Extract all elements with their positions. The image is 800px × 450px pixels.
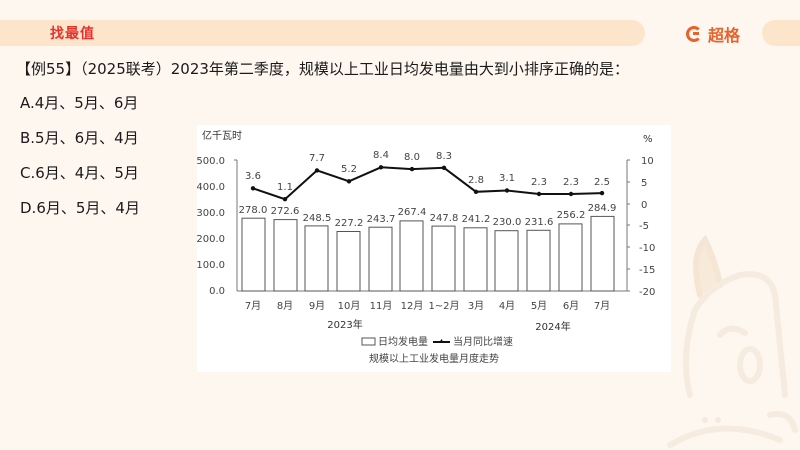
svg-text:227.2: 227.2 [335, 218, 364, 229]
svg-text:241.2: 241.2 [462, 214, 491, 225]
answer-options: A.4月、5月、6月 B.5月、6月、4月 C.6月、4月、5月 D.6月、5月… [20, 92, 140, 232]
g-circle-logo-icon [686, 26, 702, 42]
svg-text:300.0: 300.0 [197, 208, 225, 219]
legend-bar-label: 日均发电量 [378, 335, 428, 348]
bar [304, 225, 329, 292]
svg-text:230.0: 230.0 [493, 217, 522, 228]
line-value-labels: 3.6 1.1 7.7 5.2 8.4 8.0 8.3 2.8 3.1 2.3 … [245, 150, 610, 193]
svg-text:10: 10 [641, 156, 654, 167]
legend: 日均发电量 当月同比增速 [361, 335, 513, 348]
svg-text:0: 0 [641, 200, 647, 211]
svg-text:272.6: 272.6 [271, 206, 300, 217]
svg-text:2.3: 2.3 [531, 177, 547, 188]
svg-text:231.6: 231.6 [525, 217, 554, 228]
svg-text:5月: 5月 [531, 300, 547, 312]
svg-text:4月: 4月 [499, 300, 515, 312]
svg-text:100.0: 100.0 [197, 260, 225, 271]
bar [494, 230, 519, 292]
svg-text:256.2: 256.2 [557, 210, 586, 221]
svg-text:5.2: 5.2 [341, 164, 357, 175]
unicorn-mascot-watermark [667, 234, 798, 448]
growth-rate-line [252, 166, 603, 201]
svg-text:248.5: 248.5 [303, 213, 332, 224]
svg-text:400.0: 400.0 [197, 182, 225, 193]
bar [463, 227, 488, 292]
combo-chart: 亿千瓦时 % 500.0 400.0 300.0 200.0 100.0 0.0… [197, 129, 655, 365]
svg-text:7月: 7月 [594, 300, 610, 312]
svg-text:8.4: 8.4 [373, 150, 389, 161]
svg-text:-5: -5 [639, 221, 649, 232]
svg-text:3.6: 3.6 [245, 171, 261, 182]
year-label-2023: 2023年 [327, 318, 362, 331]
x-tick-labels: 7月 8月 9月 10月 11月 12月 1~2月 3月 4月 5月 6月 7月 [245, 300, 610, 312]
svg-text:0.0: 0.0 [209, 286, 225, 297]
line-markers [250, 165, 605, 202]
svg-text:500.0: 500.0 [197, 156, 225, 167]
bar [273, 219, 298, 292]
svg-text:11月: 11月 [370, 300, 393, 312]
legend-line-label: 当月同比增速 [453, 335, 513, 348]
svg-text:1~2月: 1~2月 [428, 300, 459, 312]
svg-text:-10: -10 [639, 243, 655, 254]
svg-text:12月: 12月 [401, 300, 424, 312]
brand-name: 超格 [708, 26, 741, 45]
legend-bar-icon [361, 337, 376, 346]
bar [590, 215, 615, 292]
bar-series [241, 215, 615, 292]
year-label-2024: 2024年 [535, 320, 570, 333]
right-y-ticks: 10 5 0 -5 -10 -15 -20 [639, 156, 655, 298]
bar [558, 223, 583, 292]
svg-text:6月: 6月 [563, 300, 579, 312]
svg-text:8.3: 8.3 [436, 151, 452, 162]
svg-text:7.7: 7.7 [309, 153, 325, 164]
svg-text:10月: 10月 [338, 300, 361, 312]
chart-panel: 亿千瓦时 % 500.0 400.0 300.0 200.0 100.0 0.0… [197, 125, 671, 372]
bar [368, 226, 393, 292]
chart-title: 规模以上工业发电量月度走势 [369, 352, 499, 365]
svg-text:9月: 9月 [309, 300, 325, 312]
option-a[interactable]: A.4月、5月、6月 [20, 94, 139, 112]
svg-text:-15: -15 [639, 265, 655, 276]
svg-text:-20: -20 [639, 287, 655, 298]
svg-text:8.0: 8.0 [404, 152, 420, 163]
bar [526, 229, 551, 292]
bar-value-labels: 278.0 272.6 248.5 227.2 243.7 267.4 247.… [239, 203, 617, 229]
bar [336, 231, 361, 292]
left-axis-unit: 亿千瓦时 [202, 129, 242, 142]
svg-text:8月: 8月 [277, 300, 293, 312]
header-bar [0, 20, 645, 46]
option-d[interactable]: D.6月、5月、4月 [20, 199, 140, 217]
left-y-ticks: 500.0 400.0 300.0 200.0 100.0 0.0 [197, 156, 225, 297]
section-title: 找最值 [50, 26, 95, 42]
svg-text:247.8: 247.8 [430, 213, 459, 224]
svg-text:3月: 3月 [468, 300, 484, 312]
svg-text:2.3: 2.3 [563, 177, 579, 188]
bar [241, 217, 266, 292]
svg-text:200.0: 200.0 [197, 234, 225, 245]
svg-text:284.9: 284.9 [588, 203, 617, 214]
right-axis-unit: % [643, 134, 653, 145]
question-text: 【例55】（2025联考）2023年第二季度，规模以上工业日均发电量由大到小排序… [16, 60, 629, 78]
svg-text:1.1: 1.1 [277, 182, 293, 193]
option-c[interactable]: C.6月、4月、5月 [20, 164, 139, 182]
brand-logo: 超格 [686, 22, 740, 46]
svg-text:278.0: 278.0 [239, 205, 268, 216]
svg-text:5: 5 [641, 178, 647, 189]
bar [399, 220, 424, 292]
option-b[interactable]: B.5月、6月、4月 [20, 129, 139, 147]
bar [431, 225, 456, 292]
svg-text:267.4: 267.4 [398, 207, 427, 218]
svg-text:3.1: 3.1 [499, 173, 515, 184]
svg-text:7月: 7月 [245, 300, 261, 312]
header-bar-right [762, 20, 800, 46]
svg-text:2.5: 2.5 [594, 177, 610, 188]
svg-text:243.7: 243.7 [367, 214, 396, 225]
svg-text:2.8: 2.8 [468, 175, 484, 186]
